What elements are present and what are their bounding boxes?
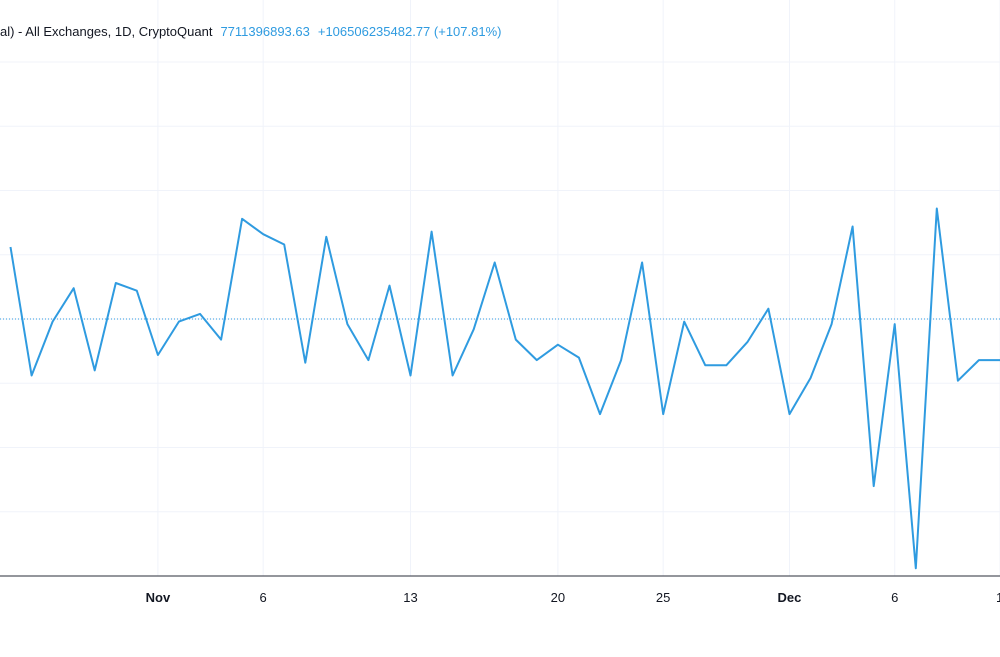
x-tick-label: 6	[891, 590, 898, 605]
x-tick-label: 6	[260, 590, 267, 605]
grid	[0, 0, 1000, 577]
x-tick-label: 11	[996, 590, 1000, 605]
x-axis-ticks: Nov 6 13 20 25 Dec 6 11	[146, 590, 1000, 605]
x-tick-label: 13	[403, 590, 417, 605]
chart-legend: al) - All Exchanges, 1D, CryptoQuant 771…	[0, 24, 501, 39]
legend-title: al) - All Exchanges, 1D, CryptoQuant	[0, 24, 213, 39]
x-tick-label: Dec	[778, 590, 802, 605]
x-tick-label: Nov	[146, 590, 171, 605]
x-tick-label: 25	[656, 590, 670, 605]
series-line	[9, 207, 1000, 570]
legend-change: +106506235482.77 (+107.81%)	[317, 24, 502, 39]
x-tick-label: 20	[551, 590, 565, 605]
legend-last-value: 7711396893.63	[220, 24, 310, 39]
series-points	[10, 208, 1000, 569]
